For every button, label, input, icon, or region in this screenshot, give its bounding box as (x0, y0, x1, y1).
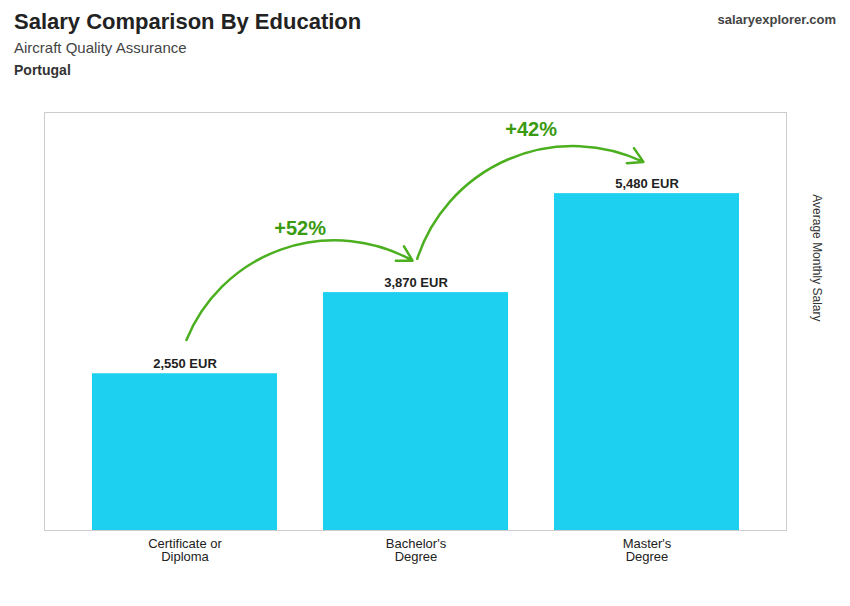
html-text:Portugal: Portugal (14, 62, 71, 78)
svg-text:5,480 EUR: 5,480 EUR (615, 176, 679, 191)
svg-text:Master'sDegree: Master'sDegree (623, 536, 672, 564)
svg-text:2,550 EUR: 2,550 EUR (153, 356, 217, 371)
html-text:Aircraft Quality Assurance: Aircraft Quality Assurance (14, 39, 187, 56)
html-text:salaryexplorer.com: salaryexplorer.com (717, 12, 836, 27)
html-text:Salary Comparison By Education: Salary Comparison By Education (14, 9, 362, 34)
svg-text:+52%: +52% (274, 217, 326, 239)
svg-text:+42%: +42% (505, 118, 557, 140)
svg-text:3,870 EUR: 3,870 EUR (384, 275, 448, 290)
svg-text:Bachelor'sDegree: Bachelor'sDegree (386, 536, 447, 564)
svg-text:Average Monthly Salary: Average Monthly Salary (810, 194, 824, 321)
svg-text:Certificate orDiploma: Certificate orDiploma (148, 536, 222, 564)
